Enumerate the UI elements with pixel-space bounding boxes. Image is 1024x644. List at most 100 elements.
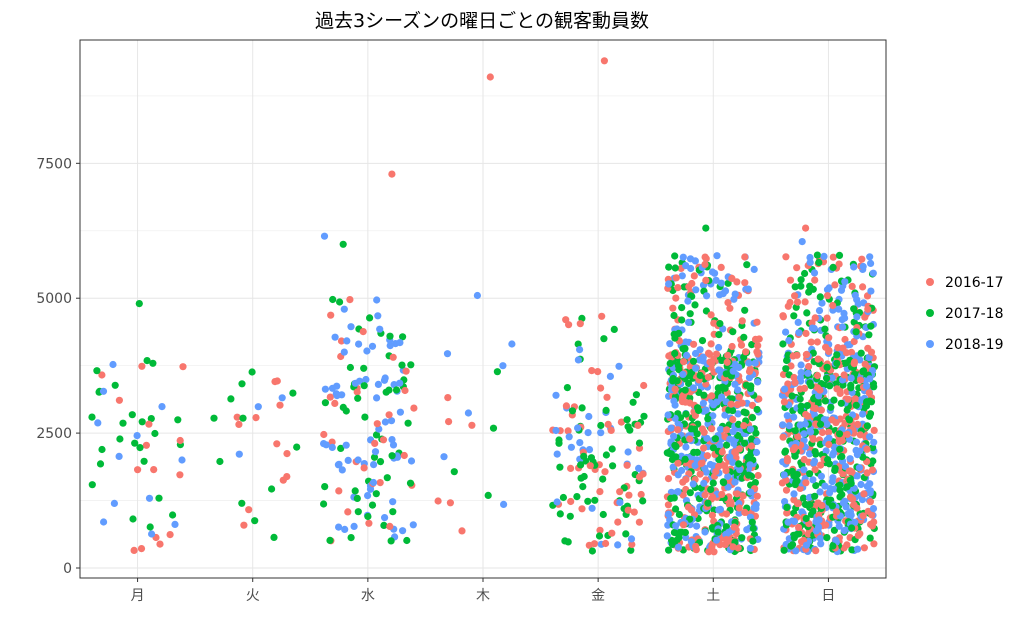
data-point	[248, 368, 256, 376]
data-point	[595, 532, 604, 540]
data-point	[823, 534, 831, 542]
data-point	[179, 363, 187, 371]
data-point	[708, 392, 716, 400]
data-point	[150, 466, 158, 474]
data-point	[838, 436, 846, 445]
data-point	[133, 432, 141, 440]
data-point	[552, 426, 560, 435]
data-point	[696, 346, 704, 354]
data-point	[473, 291, 481, 300]
data-point	[722, 467, 730, 475]
data-point	[596, 488, 604, 496]
data-point	[831, 466, 839, 474]
data-point	[846, 455, 854, 463]
data-point	[293, 443, 301, 451]
data-point	[782, 365, 790, 373]
data-point	[726, 304, 734, 312]
data-point	[724, 483, 732, 491]
data-point	[780, 471, 788, 479]
data-point	[748, 442, 756, 450]
data-point	[835, 260, 843, 268]
data-point	[715, 343, 723, 352]
data-point	[697, 356, 705, 364]
data-point	[851, 395, 859, 403]
data-point	[794, 432, 802, 441]
data-point	[339, 240, 347, 248]
data-point	[869, 505, 878, 513]
data-point	[779, 340, 787, 348]
data-point	[703, 452, 712, 460]
data-point	[742, 409, 750, 417]
data-point	[687, 506, 696, 514]
data-point	[703, 434, 711, 442]
data-point	[240, 521, 248, 529]
data-point	[682, 410, 690, 418]
data-point	[827, 403, 835, 411]
data-point	[855, 464, 864, 472]
data-point	[586, 462, 594, 470]
data-point	[746, 461, 754, 469]
data-point	[720, 479, 728, 487]
data-point	[671, 252, 679, 260]
data-point	[594, 368, 602, 376]
data-point	[749, 524, 757, 533]
data-point	[579, 483, 587, 491]
data-point	[568, 407, 577, 415]
data-point	[723, 441, 731, 449]
data-point	[754, 378, 762, 386]
data-point	[807, 338, 815, 346]
data-point	[835, 430, 844, 438]
data-point	[846, 476, 854, 484]
data-point	[712, 350, 721, 358]
data-point	[704, 415, 712, 423]
data-point	[848, 524, 856, 532]
data-point	[754, 350, 762, 358]
data-point	[149, 359, 157, 367]
data-point	[746, 425, 755, 433]
data-point	[363, 347, 371, 355]
data-point	[148, 530, 156, 538]
data-point	[689, 357, 698, 365]
data-point	[802, 410, 810, 419]
data-point	[850, 305, 858, 313]
data-point	[848, 546, 856, 554]
data-point	[866, 375, 874, 383]
data-point	[701, 528, 709, 536]
data-point	[753, 405, 761, 414]
data-point	[599, 475, 607, 483]
data-point	[629, 398, 637, 406]
data-point	[98, 371, 106, 379]
data-point	[138, 362, 146, 370]
data-point	[802, 350, 811, 359]
data-point	[109, 360, 117, 369]
data-point	[678, 316, 686, 324]
data-point	[680, 358, 688, 366]
data-point	[836, 486, 844, 494]
data-point	[741, 508, 749, 516]
data-point	[670, 528, 679, 537]
data-point	[366, 314, 374, 322]
data-point	[587, 454, 596, 462]
data-point	[719, 290, 727, 298]
data-point	[337, 337, 346, 345]
data-point	[784, 302, 792, 310]
data-point	[138, 418, 146, 426]
data-point	[617, 418, 626, 426]
data-point	[869, 269, 877, 277]
data-point	[782, 328, 790, 336]
data-point	[851, 291, 859, 299]
data-point	[754, 471, 762, 480]
data-point	[748, 341, 756, 349]
data-point	[158, 403, 166, 411]
data-point	[810, 269, 819, 277]
data-point	[852, 438, 861, 446]
data-point	[821, 482, 829, 490]
data-point	[726, 435, 734, 443]
data-point	[791, 292, 799, 300]
data-point	[679, 253, 687, 261]
data-point	[709, 479, 717, 487]
data-point	[333, 382, 341, 390]
data-point	[687, 538, 696, 546]
data-point	[781, 448, 789, 456]
data-point	[837, 399, 845, 407]
